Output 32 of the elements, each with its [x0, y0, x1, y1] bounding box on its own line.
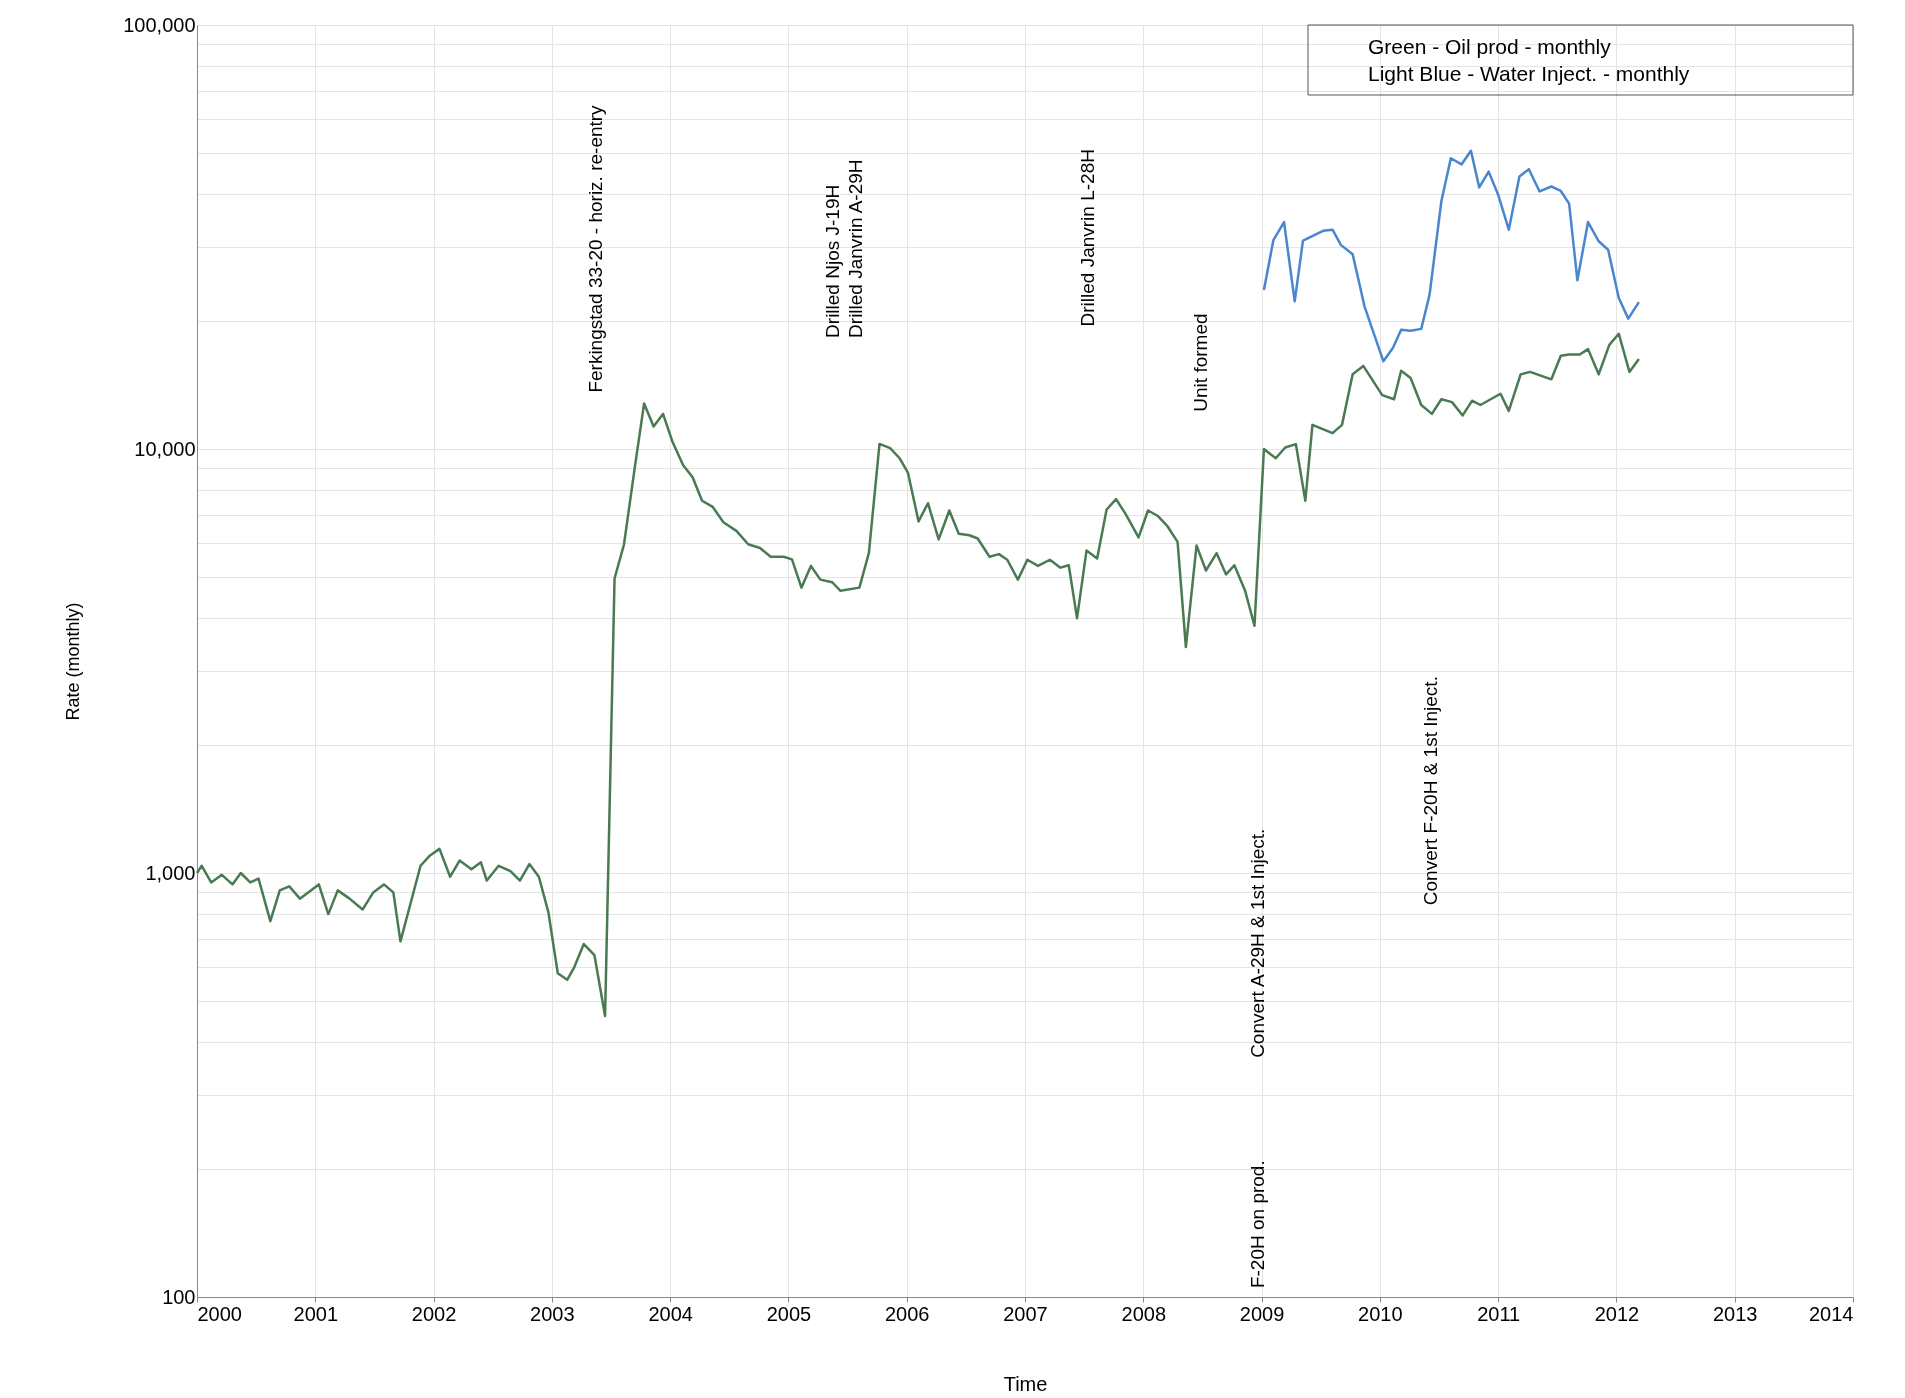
x-tick-label: 2003 — [530, 1302, 575, 1325]
annotation: F-20H on prod. — [1247, 1160, 1269, 1289]
y-tick-label: 10,000 — [134, 437, 196, 460]
x-tick-label: 2002 — [411, 1302, 457, 1325]
x-tick-label: 2013 — [1712, 1302, 1758, 1325]
x-tick-label: 2001 — [293, 1302, 339, 1325]
annotation: Convert A-29H & 1st Inject. — [1247, 828, 1269, 1058]
y-tick-label: 100 — [162, 1285, 196, 1308]
x-tick-label: 2009 — [1239, 1302, 1285, 1325]
x-tick-label: 2004 — [648, 1302, 693, 1325]
x-axis-title: Time — [1003, 1372, 1048, 1395]
annotation: Green - Oil prod - monthly — [1368, 35, 1612, 58]
annotation: Drilled Njos J-19H — [821, 184, 843, 338]
x-tick-label: 2005 — [766, 1302, 812, 1325]
annotation: Unit formed — [1189, 313, 1211, 412]
annotation: Ferkingstad 33-20 - horiz. re-entry — [585, 104, 607, 393]
annotation: Light Blue - Water Inject. - monthly — [1368, 62, 1690, 85]
x-tick-label: 2008 — [1121, 1302, 1167, 1325]
annotation: Drilled Janvrin L-28H — [1076, 149, 1098, 327]
y-tick-label: 100,000 — [123, 13, 196, 36]
x-tick-label: 2007 — [1003, 1302, 1048, 1325]
x-tick-label: 2000 — [197, 1302, 242, 1325]
x-tick-label: 2010 — [1358, 1302, 1403, 1325]
annotation: Drilled Janvrin A-29H — [845, 159, 867, 338]
x-tick-label: 2012 — [1594, 1302, 1640, 1325]
y-axis-title: Rate (monthly) — [63, 602, 84, 721]
y-tick-label: 1,000 — [145, 861, 196, 884]
annotation: Convert F-20H & 1st Inject. — [1419, 676, 1441, 906]
line-series — [1262, 149, 1641, 363]
x-tick-label: 2011 — [1477, 1302, 1521, 1325]
x-tick-label: 2006 — [884, 1302, 930, 1325]
x-tick-label: 2014 — [1809, 1302, 1854, 1325]
